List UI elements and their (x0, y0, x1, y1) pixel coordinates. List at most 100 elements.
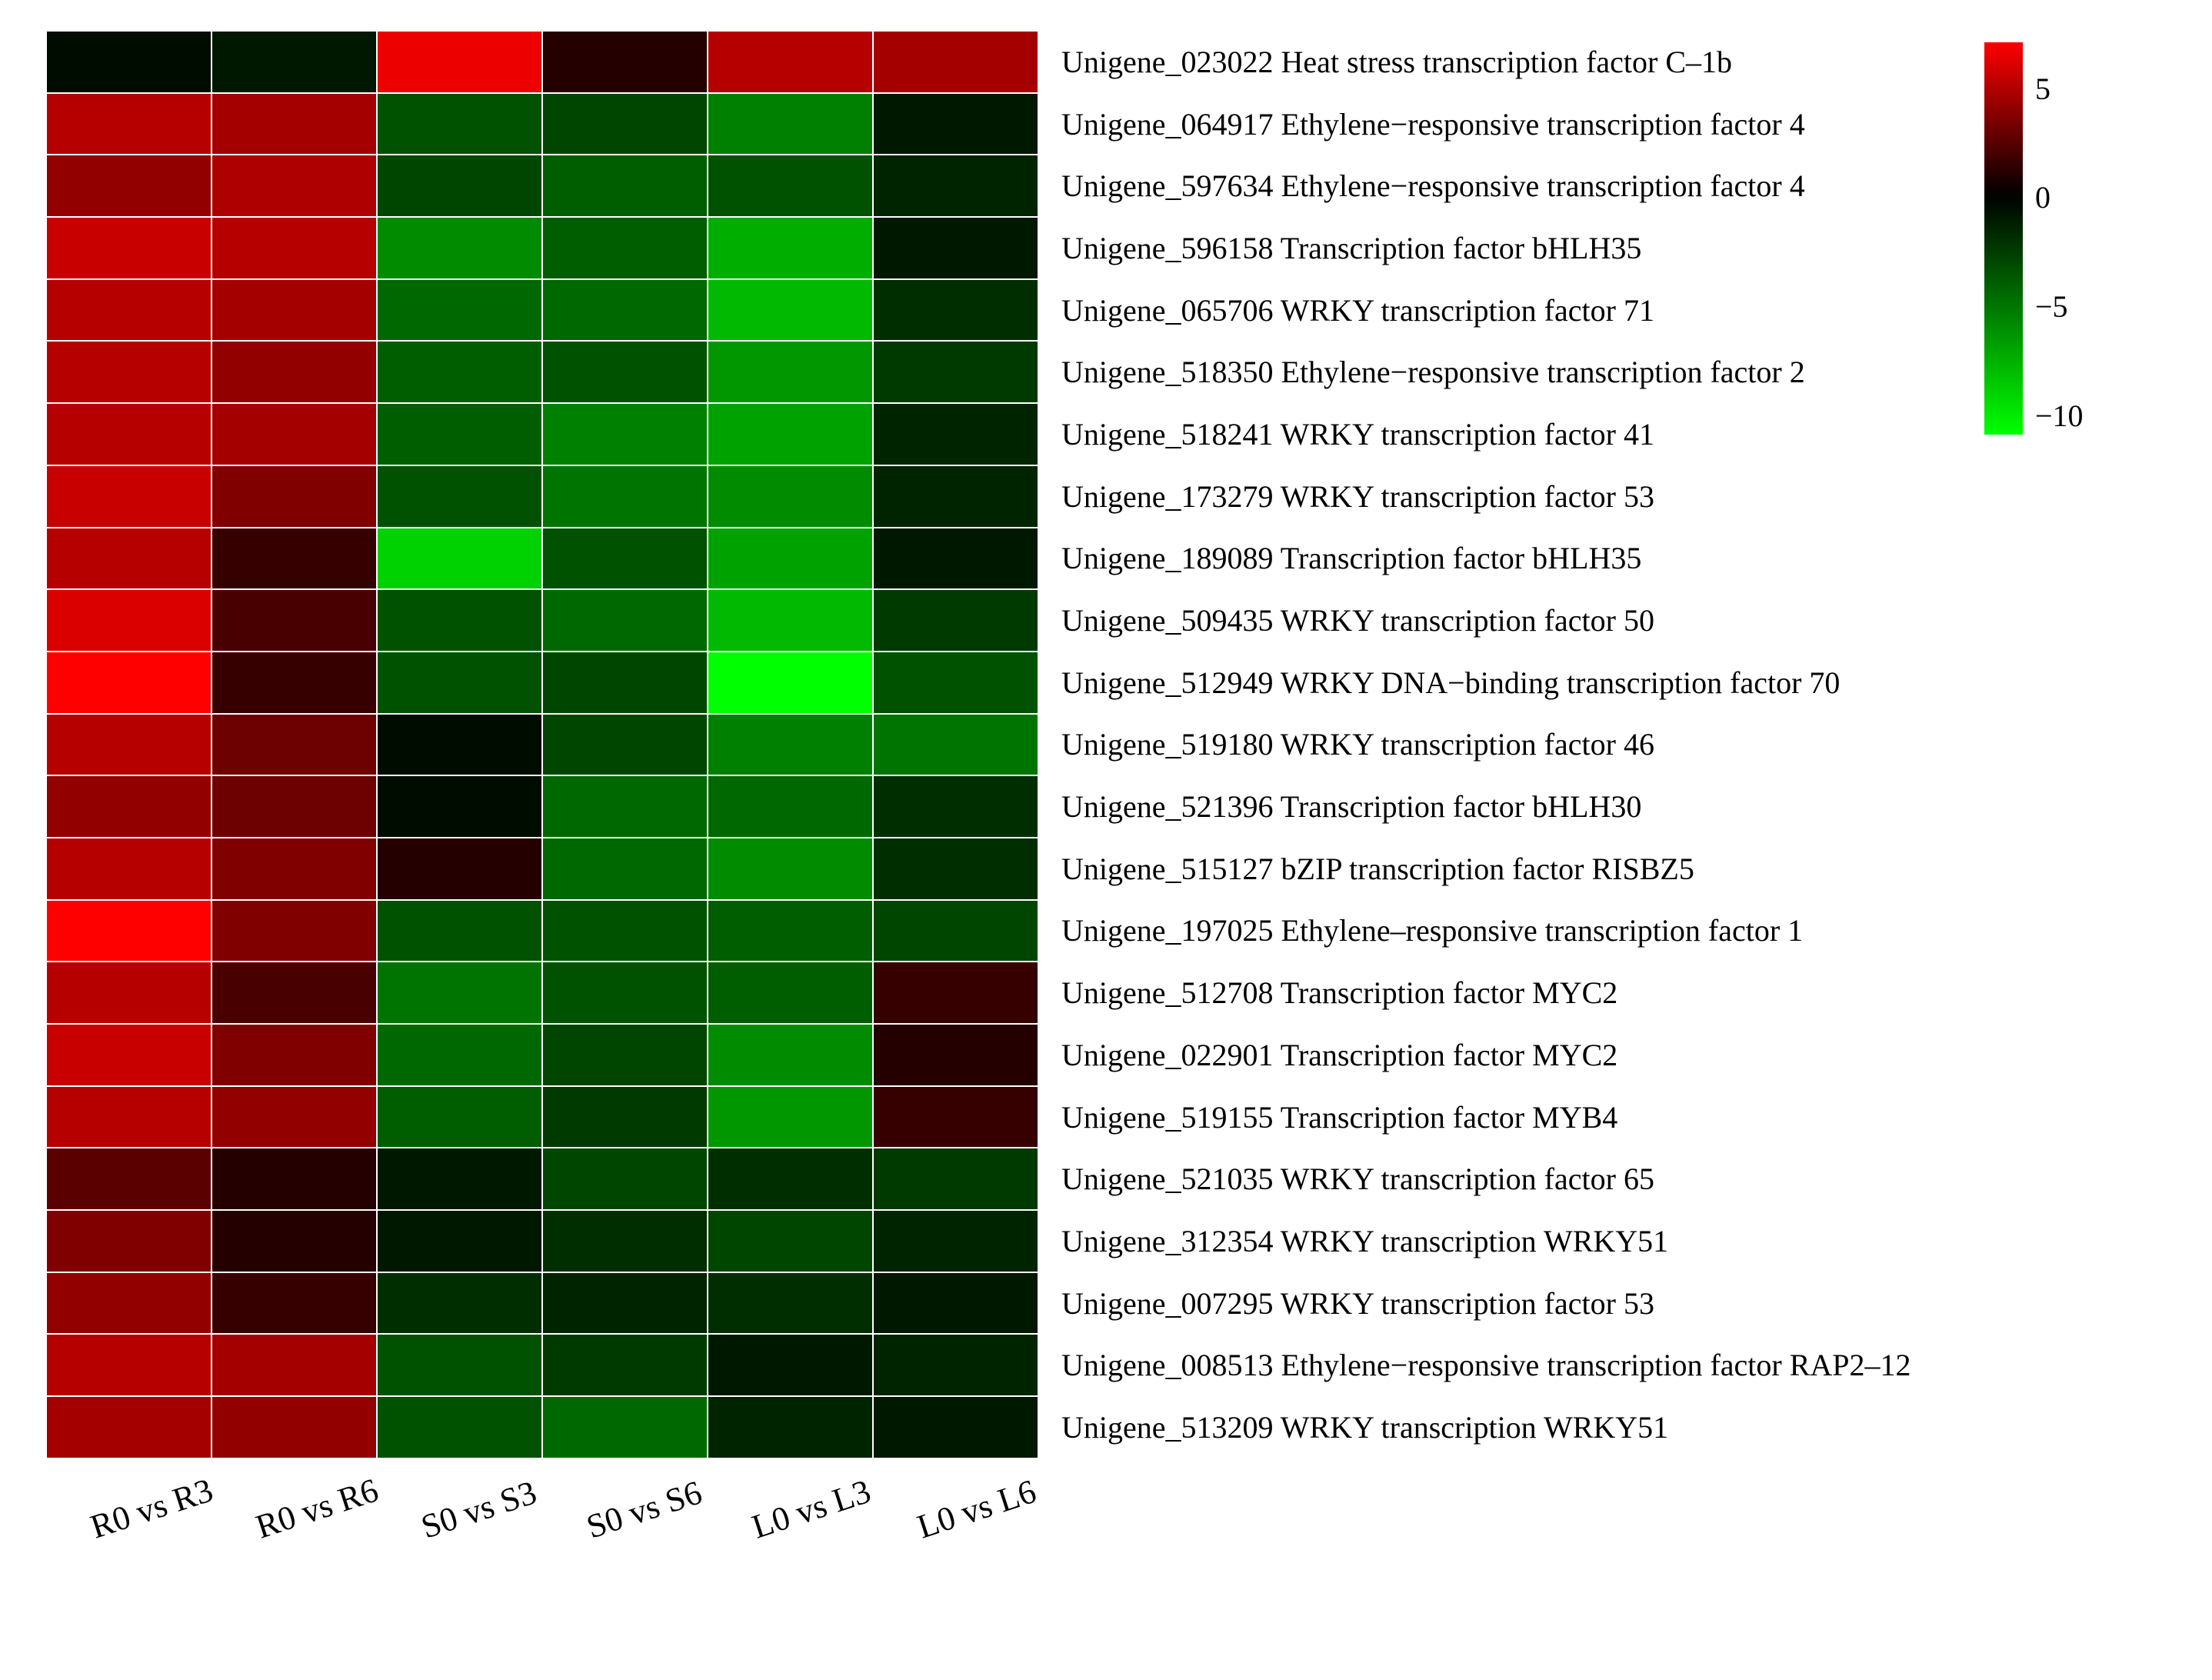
heatmap-cell (542, 962, 708, 1024)
heatmap-cell (46, 1024, 212, 1086)
heatmap-cell (46, 1086, 212, 1148)
row-label: Unigene_515127 bZIP transcription factor… (1061, 838, 1911, 900)
row-label: Unigene_513209 WRKY transcription WRKY51 (1061, 1396, 1911, 1458)
heatmap-cell (212, 962, 377, 1024)
heatmap-cell (377, 93, 542, 155)
row-label: Unigene_518350 Ethylene−responsive trans… (1061, 341, 1911, 403)
colorbar-tick-label: −5 (2035, 288, 2068, 325)
heatmap-cell (708, 714, 873, 776)
heatmap-cell (708, 775, 873, 838)
heatmap-cell (377, 838, 542, 900)
heatmap-cell (46, 1334, 212, 1396)
heatmap-cell (542, 1024, 708, 1086)
row-label: Unigene_197025 Ethylene–responsive trans… (1061, 900, 1911, 962)
heatmap-cell (708, 93, 873, 155)
heatmap-cell (708, 528, 873, 590)
heatmap-cell (377, 1086, 542, 1148)
row-label: Unigene_512708 Transcription factor MYC2 (1061, 962, 1911, 1024)
heatmap-cell (212, 1086, 377, 1148)
heatmap-cell (46, 403, 212, 465)
heatmap-cell (377, 1272, 542, 1335)
row-label: Unigene_519180 WRKY transcription factor… (1061, 714, 1911, 776)
heatmap-cell (542, 403, 708, 465)
heatmap-cell (708, 279, 873, 342)
heatmap-cell (708, 838, 873, 900)
heatmap-cell (46, 31, 212, 93)
row-label: Unigene_521396 Transcription factor bHLH… (1061, 775, 1911, 838)
column-label: S0 vs S3 (416, 1473, 541, 1547)
row-label: Unigene_189089 Transcription factor bHLH… (1061, 528, 1911, 590)
column-label: R0 vs R6 (251, 1471, 383, 1547)
heatmap-cell (212, 528, 377, 590)
colorbar-gradient (1984, 42, 2023, 435)
heatmap-cell (46, 341, 212, 403)
heatmap-cell (708, 900, 873, 962)
colorbar-tick-label: 0 (2035, 179, 2050, 215)
heatmap-cell (377, 775, 542, 838)
heatmap-cell (873, 217, 1038, 279)
heatmap-cell (873, 775, 1038, 838)
heatmap-cell (873, 652, 1038, 714)
heatmap-cell (873, 155, 1038, 217)
row-label: Unigene_512949 WRKY DNA−binding transcri… (1061, 652, 1911, 714)
heatmap-cell (212, 1334, 377, 1396)
heatmap-cell (46, 589, 212, 652)
heatmap-cell (542, 1210, 708, 1272)
heatmap-cell (542, 1086, 708, 1148)
heatmap-cell (708, 465, 873, 528)
heatmap-cell (46, 1272, 212, 1335)
heatmap-cell (542, 1334, 708, 1396)
heatmap-cell (212, 775, 377, 838)
heatmap-cell (46, 1396, 212, 1458)
heatmap-cell (708, 652, 873, 714)
heatmap-cell (377, 900, 542, 962)
heatmap-cell (212, 1396, 377, 1458)
column-label: L0 vs L3 (747, 1472, 875, 1547)
heatmap-cell (377, 652, 542, 714)
heatmap-cell (212, 403, 377, 465)
heatmap-cell (212, 652, 377, 714)
row-label: Unigene_173279 WRKY transcription factor… (1061, 465, 1911, 528)
heatmap-cell (212, 465, 377, 528)
heatmap-cell (377, 1210, 542, 1272)
heatmap-cell (873, 1334, 1038, 1396)
heatmap-cell (46, 93, 212, 155)
heatmap-cell (377, 403, 542, 465)
heatmap-cell (873, 1396, 1038, 1458)
heatmap-cell (377, 1024, 542, 1086)
heatmap-cell (873, 1086, 1038, 1148)
heatmap-cell (542, 1396, 708, 1458)
heatmap-cell (873, 528, 1038, 590)
heatmap-cell (542, 31, 708, 93)
heatmap-cell (708, 155, 873, 217)
heatmap-cell (873, 403, 1038, 465)
heatmap-cell (377, 962, 542, 1024)
heatmap-cell (542, 775, 708, 838)
heatmap-cell (377, 341, 542, 403)
heatmap-cell (542, 93, 708, 155)
row-label: Unigene_509435 WRKY transcription factor… (1061, 589, 1911, 652)
heatmap-cell (542, 589, 708, 652)
heatmap-cell (542, 155, 708, 217)
heatmap-cell (873, 1024, 1038, 1086)
heatmap-cell (212, 155, 377, 217)
heatmap-cell (377, 31, 542, 93)
heatmap-cell (46, 962, 212, 1024)
row-label: Unigene_064917 Ethylene−responsive trans… (1061, 93, 1911, 155)
heatmap-cell (873, 1210, 1038, 1272)
heatmap-cell (708, 31, 873, 93)
heatmap-cell (46, 155, 212, 217)
heatmap-cell (377, 217, 542, 279)
heatmap-cell (46, 714, 212, 776)
row-label: Unigene_023022 Heat stress transcription… (1061, 31, 1911, 93)
heatmap-cell (873, 279, 1038, 342)
heatmap-cell (708, 1024, 873, 1086)
column-label: S0 vs S6 (581, 1473, 706, 1547)
heatmap-cell (708, 217, 873, 279)
heatmap-cell (708, 962, 873, 1024)
heatmap-cell (542, 1272, 708, 1335)
row-label: Unigene_519155 Transcription factor MYB4 (1061, 1086, 1911, 1148)
heatmap-cell (377, 1148, 542, 1210)
heatmap-cell (873, 1148, 1038, 1210)
heatmap-cell (708, 1396, 873, 1458)
